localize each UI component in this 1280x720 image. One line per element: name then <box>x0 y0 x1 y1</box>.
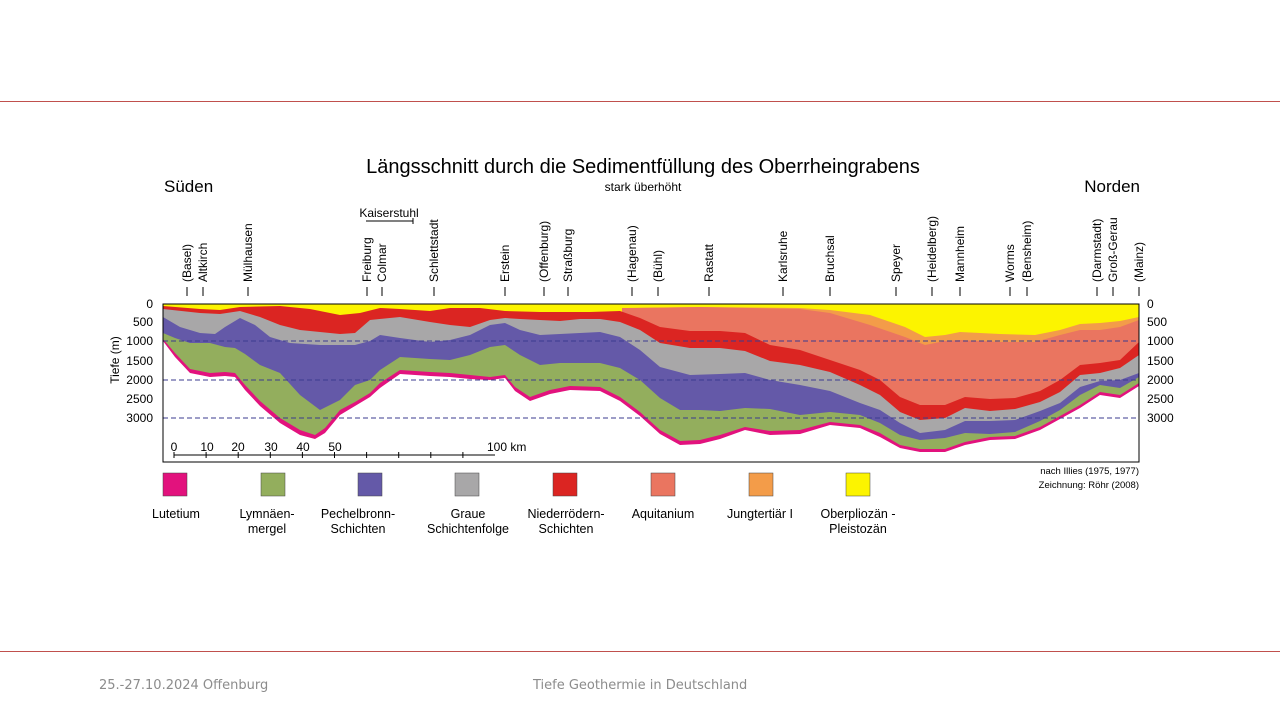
legend-label: Jungtertiär I <box>727 507 793 521</box>
depth-tick-label: 500 <box>133 315 153 329</box>
plot-frame <box>162 303 1140 463</box>
location-label: (Mainz) <box>1132 242 1146 282</box>
depth-tick-label: 2500 <box>126 392 153 406</box>
depth-ticks-left: 0 500 1000 1500 2000 2500 3000 <box>126 297 153 425</box>
footer-rule <box>0 651 1280 652</box>
scale-tick-label: 30 <box>264 440 278 454</box>
legend-label: Oberpliozän -Pleistozän <box>820 507 895 536</box>
legend-swatch <box>162 472 188 497</box>
legend-label: Aquitanium <box>632 507 695 521</box>
depth-ticks-right: 0 500 1000 1500 2000 2500 3000 <box>1147 297 1174 425</box>
depth-tick-label: 0 <box>1147 297 1154 311</box>
legend-label: Graue Schichtenfolge <box>427 507 509 536</box>
scale-tick-label: 50 <box>328 440 342 454</box>
legend-swatch <box>748 472 774 497</box>
depth-tick-label: 500 <box>1147 315 1167 329</box>
location-label: (Bühl) <box>651 250 665 282</box>
depth-tick-label: 3000 <box>1147 411 1174 425</box>
location-label: Karlsruhe <box>776 230 790 282</box>
depth-tick-label: 1500 <box>1147 354 1174 368</box>
depth-tick-label: 3000 <box>126 411 153 425</box>
location-label: Straßburg <box>561 229 575 282</box>
location-label: Rastatt <box>702 243 716 282</box>
depth-tick-label: 2500 <box>1147 392 1174 406</box>
scale-end-label: 100 km <box>487 440 526 454</box>
graben-floor <box>163 341 1139 462</box>
location-label: Speyer <box>889 244 903 282</box>
legend-label: Lymnäen-mergel <box>239 507 294 536</box>
legend-swatch <box>552 472 578 497</box>
depth-tick-label: 1500 <box>126 354 153 368</box>
location-label: Bruchsal <box>823 235 837 282</box>
depth-tick-label: 1000 <box>1147 334 1174 348</box>
legend-label: Pechelbronn-Schichten <box>321 507 395 536</box>
credit-1: nach Illies (1975, 1977) <box>1040 466 1139 477</box>
legend-swatch <box>357 472 383 497</box>
location-label: (Offenburg) <box>537 221 551 282</box>
location-label: Erstein <box>498 245 512 282</box>
legend-swatch <box>845 472 871 497</box>
location-label: (Bensheim) <box>1020 221 1034 282</box>
location-labels: (Basel) Altkirch Mülhausen Freiburg Colmar Sc… <box>180 216 1146 296</box>
legend-label: Lutetium <box>152 507 200 521</box>
legend-swatch <box>454 472 480 497</box>
footer-title: Tiefe Geothermie in Deutschland <box>533 678 748 693</box>
location-label: Worms <box>1003 244 1017 282</box>
location-label: Mülhausen <box>241 223 255 282</box>
depth-tick-label: 1000 <box>126 334 153 348</box>
location-label: Groß-Gerau <box>1106 217 1120 282</box>
scale-tick-label: 20 <box>231 440 245 454</box>
cross-section-diagram: Längsschnitt durch die Sedimentfüllung d… <box>108 156 1174 536</box>
depth-tick-label: 2000 <box>1147 373 1174 387</box>
scale-tick-label: 0 <box>171 440 178 454</box>
geological-layers <box>163 304 1139 462</box>
legend: Lutetium Lymnäen-mergel Pechelbronn-Schich… <box>152 472 896 536</box>
legend-label: Niederrödern-Schichten <box>527 507 604 536</box>
location-label: Schlettstadt <box>427 219 441 282</box>
footer-date-location: 25.-27.10.2024 Offenburg <box>99 678 269 693</box>
y-axis-label: Tiefe (m) <box>108 336 122 384</box>
header-rule <box>0 101 1280 102</box>
location-label: (Hagenau) <box>625 225 639 282</box>
location-label: (Darmstadt) <box>1090 219 1104 282</box>
north-label: Norden <box>1084 177 1140 196</box>
location-label: (Heidelberg) <box>925 216 939 282</box>
depth-tick-label: 2000 <box>126 373 153 387</box>
scale-tick-label: 40 <box>296 440 310 454</box>
scale-bar: 0 10 20 30 40 50 100 km <box>171 440 526 458</box>
legend-swatch <box>260 472 286 497</box>
credit-2: Zeichnung: Röhr (2008) <box>1039 480 1139 491</box>
depth-gridlines <box>163 340 1139 419</box>
legend-swatch <box>650 472 676 497</box>
diagram-subtitle: stark überhöht <box>605 180 682 194</box>
kaiserstuhl-label: Kaiserstuhl <box>359 206 418 220</box>
south-label: Süden <box>164 177 213 196</box>
diagram-title: Längsschnitt durch die Sedimentfüllung d… <box>366 156 920 178</box>
location-label: Freiburg <box>360 237 374 282</box>
location-label: Altkirch <box>196 243 210 282</box>
location-label: Colmar <box>375 243 389 282</box>
location-label: Mannheim <box>953 226 967 282</box>
location-label: (Basel) <box>180 244 194 282</box>
depth-tick-label: 0 <box>146 297 153 311</box>
scale-tick-label: 10 <box>200 440 214 454</box>
